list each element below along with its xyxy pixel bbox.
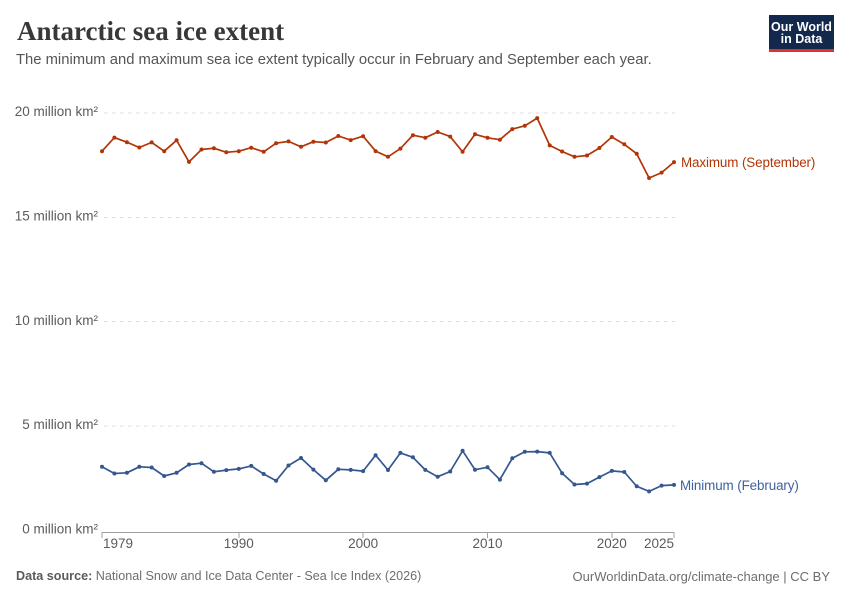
svg-text:20 million km²: 20 million km²: [15, 104, 99, 119]
svg-text:2010: 2010: [472, 536, 502, 551]
svg-text:2025: 2025: [644, 536, 674, 551]
svg-text:5 million km²: 5 million km²: [22, 417, 98, 432]
svg-text:15 million km²: 15 million km²: [15, 209, 99, 224]
svg-text:1990: 1990: [224, 536, 254, 551]
svg-text:Maximum (September): Maximum (September): [681, 155, 815, 170]
svg-text:0 million km²: 0 million km²: [22, 522, 98, 537]
svg-text:10 million km²: 10 million km²: [15, 313, 99, 328]
svg-text:2020: 2020: [597, 536, 627, 551]
svg-text:Minimum (February): Minimum (February): [680, 478, 799, 493]
svg-text:2000: 2000: [348, 536, 378, 551]
svg-text:1979: 1979: [103, 536, 133, 551]
